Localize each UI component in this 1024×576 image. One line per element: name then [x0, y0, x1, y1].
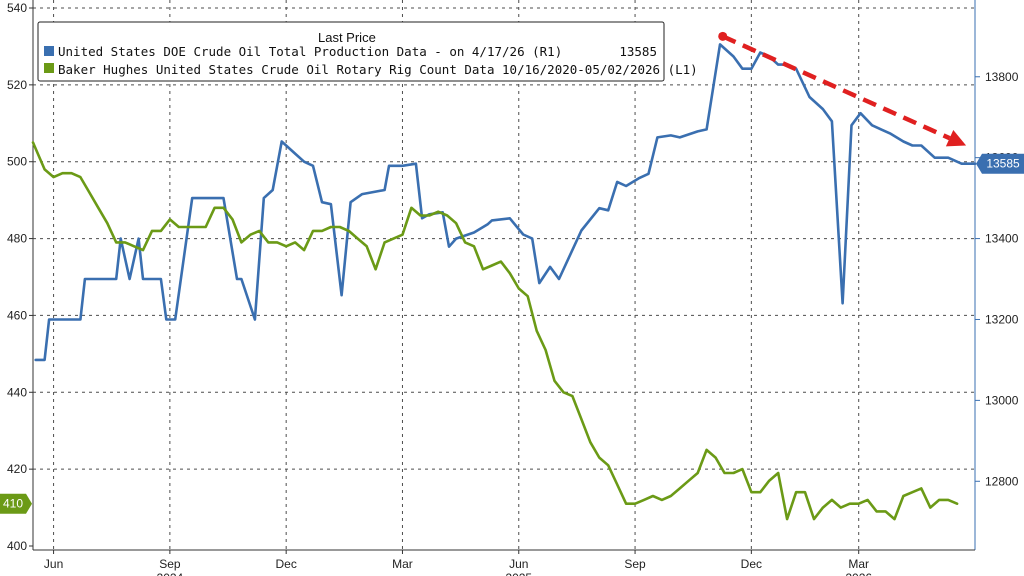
legend: Last Price United States DOE Crude Oil T…	[37, 21, 698, 82]
badge-production	[976, 153, 1024, 174]
badge-label-production: 13585	[986, 157, 1020, 171]
series-line-rigs	[31, 141, 959, 521]
x-tick-label: Jun	[44, 557, 63, 571]
left-tick-label: 400	[7, 539, 27, 553]
right-tick-label: 13800	[985, 70, 1019, 84]
legend-label-production: United States DOE Crude Oil Total Produc…	[58, 44, 562, 59]
right-tick-label: 13400	[985, 232, 1019, 246]
axes	[32, 0, 976, 551]
series-line-production	[34, 43, 977, 362]
x-tick-label: Dec	[741, 557, 762, 571]
trend-arrow-head	[945, 130, 967, 147]
right-axis-ticks: 128001300013200134001360013800	[975, 70, 1019, 488]
x-year-label: 2024	[157, 571, 184, 576]
gridlines	[33, 0, 975, 550]
left-tick-label: 540	[7, 1, 27, 15]
legend-title: Last Price	[318, 30, 376, 45]
right-tick-label: 13000	[985, 393, 1019, 407]
x-tick-label: Sep	[624, 557, 646, 571]
x-tick-label: Jun	[509, 557, 528, 571]
left-tick-label: 460	[7, 308, 27, 322]
badge-rigs	[0, 493, 32, 514]
x-axis-ticks: Jun Sep Dec Mar Jun Sep Dec Mar 2024 2025 2026	[44, 550, 872, 576]
legend-box	[37, 21, 665, 82]
legend-swatch-rigs	[44, 63, 54, 73]
x-year-label: 2026	[845, 571, 872, 576]
left-axis-ticks: 400 420 440 460 480 500 520 540	[7, 1, 33, 553]
left-tick-label: 420	[7, 462, 27, 476]
last-value-badges: 13585 410	[0, 153, 1024, 514]
x-tick-label: Mar	[848, 557, 869, 571]
annotations	[718, 31, 967, 147]
legend-label-rigs: Baker Hughes United States Crude Oil Rot…	[58, 62, 698, 77]
left-tick-label: 500	[7, 155, 27, 169]
x-year-label: 2025	[505, 571, 532, 576]
x-tick-label: Dec	[275, 557, 296, 571]
left-tick-label: 520	[7, 78, 27, 92]
series-lines	[31, 43, 977, 521]
trend-arrow-line	[721, 34, 951, 141]
legend-last-production: 13585	[619, 44, 657, 59]
right-tick-label: 12800	[985, 474, 1019, 488]
badge-label-rigs: 410	[3, 497, 23, 511]
left-tick-label: 480	[7, 232, 27, 246]
legend-swatch-production	[44, 46, 54, 56]
left-tick-label: 440	[7, 385, 27, 399]
right-tick-label: 13200	[985, 312, 1019, 326]
x-tick-label: Sep	[159, 557, 181, 571]
x-tick-label: Mar	[392, 557, 413, 571]
